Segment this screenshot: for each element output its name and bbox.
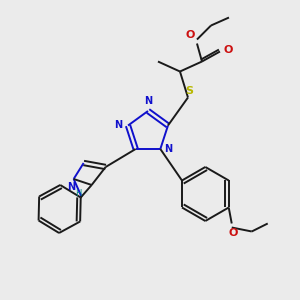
Text: O: O (228, 229, 237, 238)
Text: N: N (114, 119, 122, 130)
Text: O: O (185, 29, 195, 40)
Text: O: O (224, 44, 233, 55)
Text: N: N (164, 144, 172, 154)
Text: N: N (68, 182, 76, 192)
Text: H: H (76, 189, 82, 198)
Text: S: S (185, 85, 193, 95)
Text: N: N (144, 96, 152, 106)
